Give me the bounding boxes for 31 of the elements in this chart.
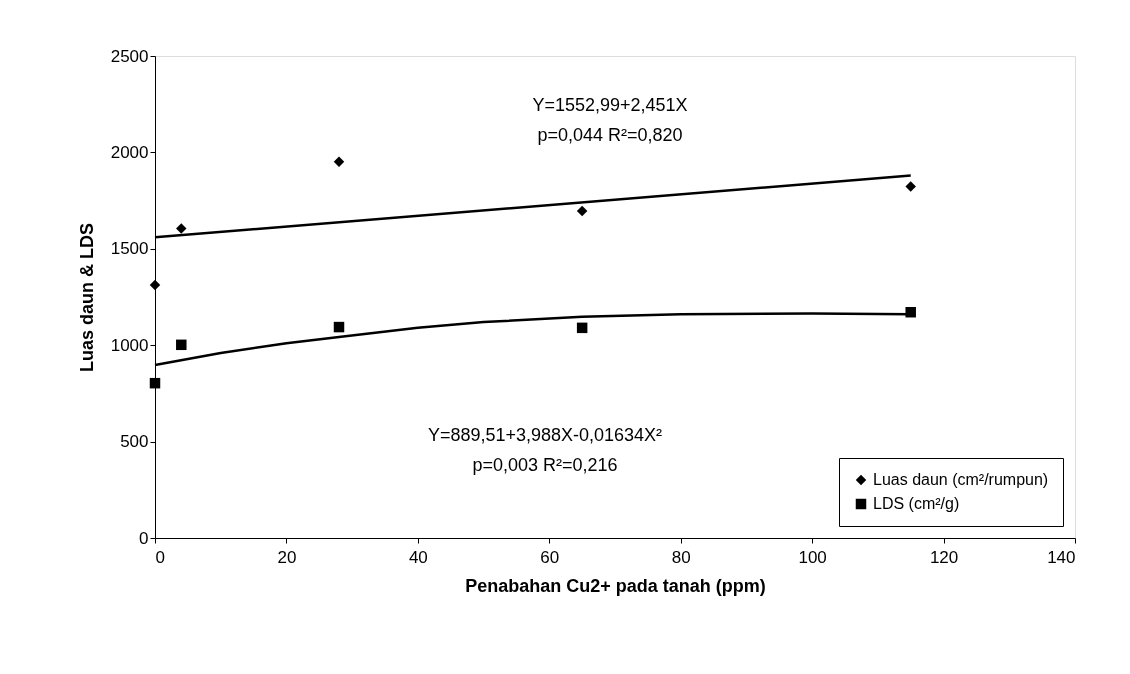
x-tick-label: 40 (408, 547, 428, 567)
y-tick-label: 1500 (110, 239, 149, 259)
legend-label: Luas daun (cm²/rumpun) (873, 471, 1049, 488)
point (176, 223, 187, 234)
point (333, 321, 345, 333)
x-tick-label: 120 (929, 547, 959, 567)
y-axis-title: Luas daun & LDS (76, 222, 97, 373)
x-tick-label: 20 (277, 547, 297, 567)
x-tick-label: 100 (798, 547, 827, 567)
y-tick-label: 2500 (110, 46, 149, 66)
x-tick-label: 80 (671, 547, 691, 567)
x-tick-label: 0 (155, 547, 165, 567)
x-tick-label: 140 (1047, 547, 1076, 567)
annotation: Y=889,51+3,988X-0,01634X² (427, 425, 663, 445)
y-tick-label: 2000 (110, 142, 149, 162)
annotation: p=0,044 R²=0,820 (537, 125, 683, 145)
x-axis-title: Penabahan Cu2+ pada tanah (ppm) (465, 575, 766, 596)
annotation: Y=1552,99+2,451X (532, 95, 688, 115)
point (905, 181, 916, 192)
legend-label: LDS (cm²/g) (873, 495, 960, 512)
point (149, 377, 161, 389)
x-tick-label: 60 (540, 547, 560, 567)
annotation: p=0,003 R²=0,216 (472, 455, 618, 475)
point (576, 322, 588, 334)
y-tick-label: 500 (120, 432, 149, 452)
point (576, 205, 588, 217)
y-tick-label: 0 (139, 528, 149, 548)
point (176, 339, 187, 351)
point (149, 279, 161, 291)
point (333, 156, 345, 168)
y-tick-label: 1000 (110, 335, 149, 355)
